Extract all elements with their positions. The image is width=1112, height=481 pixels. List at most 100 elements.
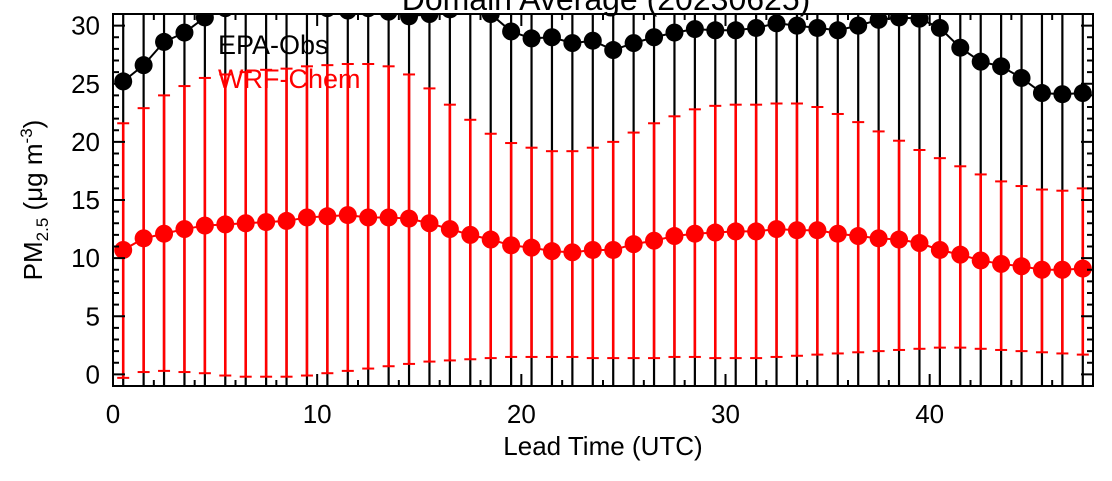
data-point xyxy=(930,240,949,259)
data-point xyxy=(481,230,500,249)
data-point xyxy=(442,14,458,19)
data-point xyxy=(216,215,235,234)
series-line-group xyxy=(114,206,1092,279)
data-point xyxy=(1012,257,1031,276)
data-point xyxy=(542,28,561,47)
x-tick-label: 10 xyxy=(303,399,332,429)
data-point xyxy=(278,0,296,11)
data-point xyxy=(522,238,541,257)
data-point xyxy=(645,231,664,250)
y-axis-label-main: PM xyxy=(18,241,48,280)
series-line-group xyxy=(114,0,1092,104)
data-point xyxy=(114,72,133,91)
data-point xyxy=(890,230,909,249)
legend: EPA-Obs WRF-Chem xyxy=(218,30,361,94)
data-point xyxy=(706,223,725,242)
axes: 0 10 20 30 40 0 5 10 15 20 25 30 xyxy=(71,11,1094,429)
data-point xyxy=(849,227,868,246)
data-point xyxy=(849,16,868,35)
data-point xyxy=(440,220,459,239)
data-point xyxy=(400,14,419,26)
data-point xyxy=(1053,260,1072,279)
data-point xyxy=(379,208,398,227)
data-point xyxy=(379,14,398,21)
data-point xyxy=(930,18,949,37)
data-point xyxy=(890,14,909,27)
data-point xyxy=(134,56,153,75)
data-point xyxy=(685,20,704,39)
x-axis-label: Lead Time (UTC) xyxy=(503,431,702,461)
data-point xyxy=(1032,260,1051,279)
y-tick-label: 25 xyxy=(71,69,100,99)
data-point xyxy=(665,23,684,42)
data-point xyxy=(542,242,561,261)
data-point xyxy=(726,21,745,40)
y-tick-label: 10 xyxy=(71,243,100,273)
data-point xyxy=(563,34,582,53)
data-point xyxy=(767,14,786,33)
x-tick-label: 40 xyxy=(915,399,944,429)
data-point xyxy=(583,240,602,259)
data-point xyxy=(502,22,521,41)
data-point xyxy=(706,21,725,40)
data-point xyxy=(747,222,766,241)
y-tick-label: 15 xyxy=(71,185,100,215)
x-tick-label: 20 xyxy=(507,399,536,429)
data-point xyxy=(502,236,521,255)
plot-area xyxy=(114,0,1092,386)
legend-entry: WRF-Chem xyxy=(218,64,361,94)
data-point xyxy=(522,29,541,48)
y-tick-label: 0 xyxy=(86,359,100,389)
data-point xyxy=(318,207,337,226)
data-point xyxy=(1073,84,1092,103)
data-point xyxy=(910,234,929,253)
data-point xyxy=(624,34,643,53)
data-point xyxy=(951,38,970,57)
data-point xyxy=(195,216,214,235)
data-point xyxy=(624,235,643,254)
data-point xyxy=(604,240,623,259)
data-point xyxy=(583,31,602,50)
y-axis-label-subscript: 2.5 xyxy=(33,218,52,242)
data-point xyxy=(951,245,970,264)
y-axis-label-superscript: -3 xyxy=(17,128,36,143)
data-point xyxy=(461,225,480,244)
data-point xyxy=(1032,84,1051,103)
x-tick-label: 0 xyxy=(106,399,120,429)
data-point xyxy=(604,41,623,60)
legend-entry: EPA-Obs xyxy=(218,30,329,60)
data-point xyxy=(277,211,296,230)
data-point xyxy=(992,57,1011,76)
data-point xyxy=(808,18,827,37)
data-point xyxy=(787,16,806,35)
data-point xyxy=(910,14,929,28)
data-point xyxy=(155,32,174,51)
y-tick-label: 30 xyxy=(71,11,100,41)
data-point xyxy=(665,227,684,246)
data-point xyxy=(481,14,500,23)
y-axis-label-unit: (μg m xyxy=(18,143,48,217)
data-point xyxy=(1053,85,1072,104)
data-point xyxy=(420,14,439,23)
data-point xyxy=(257,0,275,9)
data-point xyxy=(971,52,990,71)
data-point xyxy=(236,214,255,233)
data-point xyxy=(563,243,582,262)
y-axis-label-unit-end: ) xyxy=(18,120,48,129)
data-point xyxy=(747,18,766,37)
data-point xyxy=(175,23,194,42)
data-point xyxy=(869,14,888,29)
data-point xyxy=(685,224,704,243)
data-point xyxy=(420,214,439,233)
data-point xyxy=(1073,259,1092,278)
data-point xyxy=(767,220,786,239)
y-axis-label: PM2.5 (μg m-3) xyxy=(17,120,52,281)
data-point xyxy=(339,14,357,20)
data-point xyxy=(726,222,745,241)
data-point xyxy=(297,208,316,227)
chart-title: Domain Average (20230625) xyxy=(402,0,811,17)
data-point xyxy=(787,221,806,240)
data-point xyxy=(195,14,214,27)
data-point xyxy=(155,224,174,243)
